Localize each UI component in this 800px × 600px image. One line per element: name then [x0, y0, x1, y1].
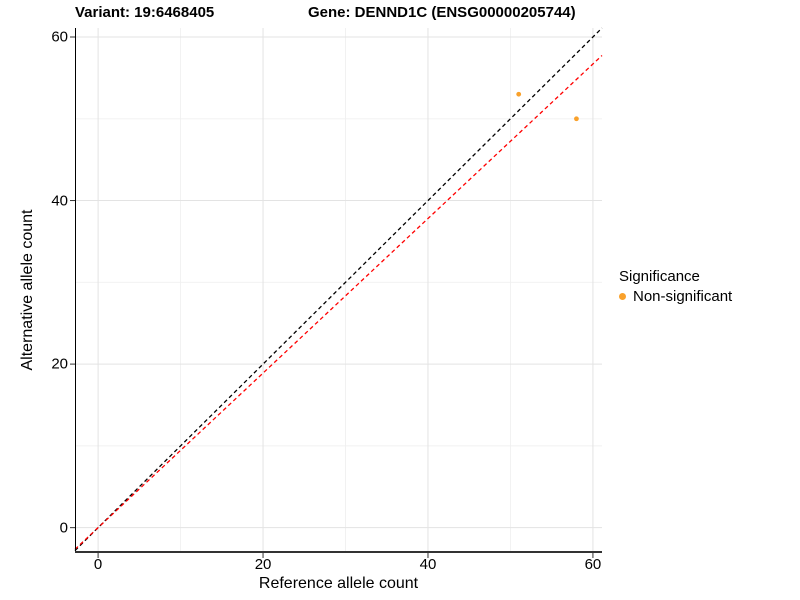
- identity-line: [74, 27, 603, 552]
- legend: Significance Non-significant: [619, 268, 732, 305]
- plot-panel: [70, 27, 603, 558]
- legend-entry-label: Non-significant: [633, 288, 733, 305]
- x-tick-label: 40: [419, 556, 437, 573]
- data-point: [574, 116, 579, 122]
- y-tick-labels: 0 20 40 60: [0, 28, 68, 553]
- legend-point-swatch: [619, 293, 626, 300]
- legend-entry-non-significant: Non-significant: [619, 288, 732, 305]
- y-tick-label: 40: [51, 192, 68, 210]
- x-tick-label: 20: [254, 556, 272, 573]
- legend-title: Significance: [619, 268, 700, 285]
- y-tick-label: 0: [59, 519, 68, 537]
- x-tick-label: 0: [93, 556, 103, 573]
- plot-svg: [70, 27, 603, 558]
- gene-title: Gene: DENND1C (ENSG00000205744): [308, 4, 576, 21]
- y-tick-label: 60: [51, 28, 68, 46]
- y-tick-label: 20: [51, 355, 68, 373]
- data-point: [516, 91, 522, 97]
- x-tick-labels: 0 20 40 60: [75, 556, 602, 574]
- fitted-ratio-line: [74, 55, 603, 550]
- x-tick-label: 60: [584, 556, 602, 573]
- variant-title: Variant: 19:6468405: [75, 4, 215, 21]
- x-axis-title: Reference allele count: [258, 575, 419, 592]
